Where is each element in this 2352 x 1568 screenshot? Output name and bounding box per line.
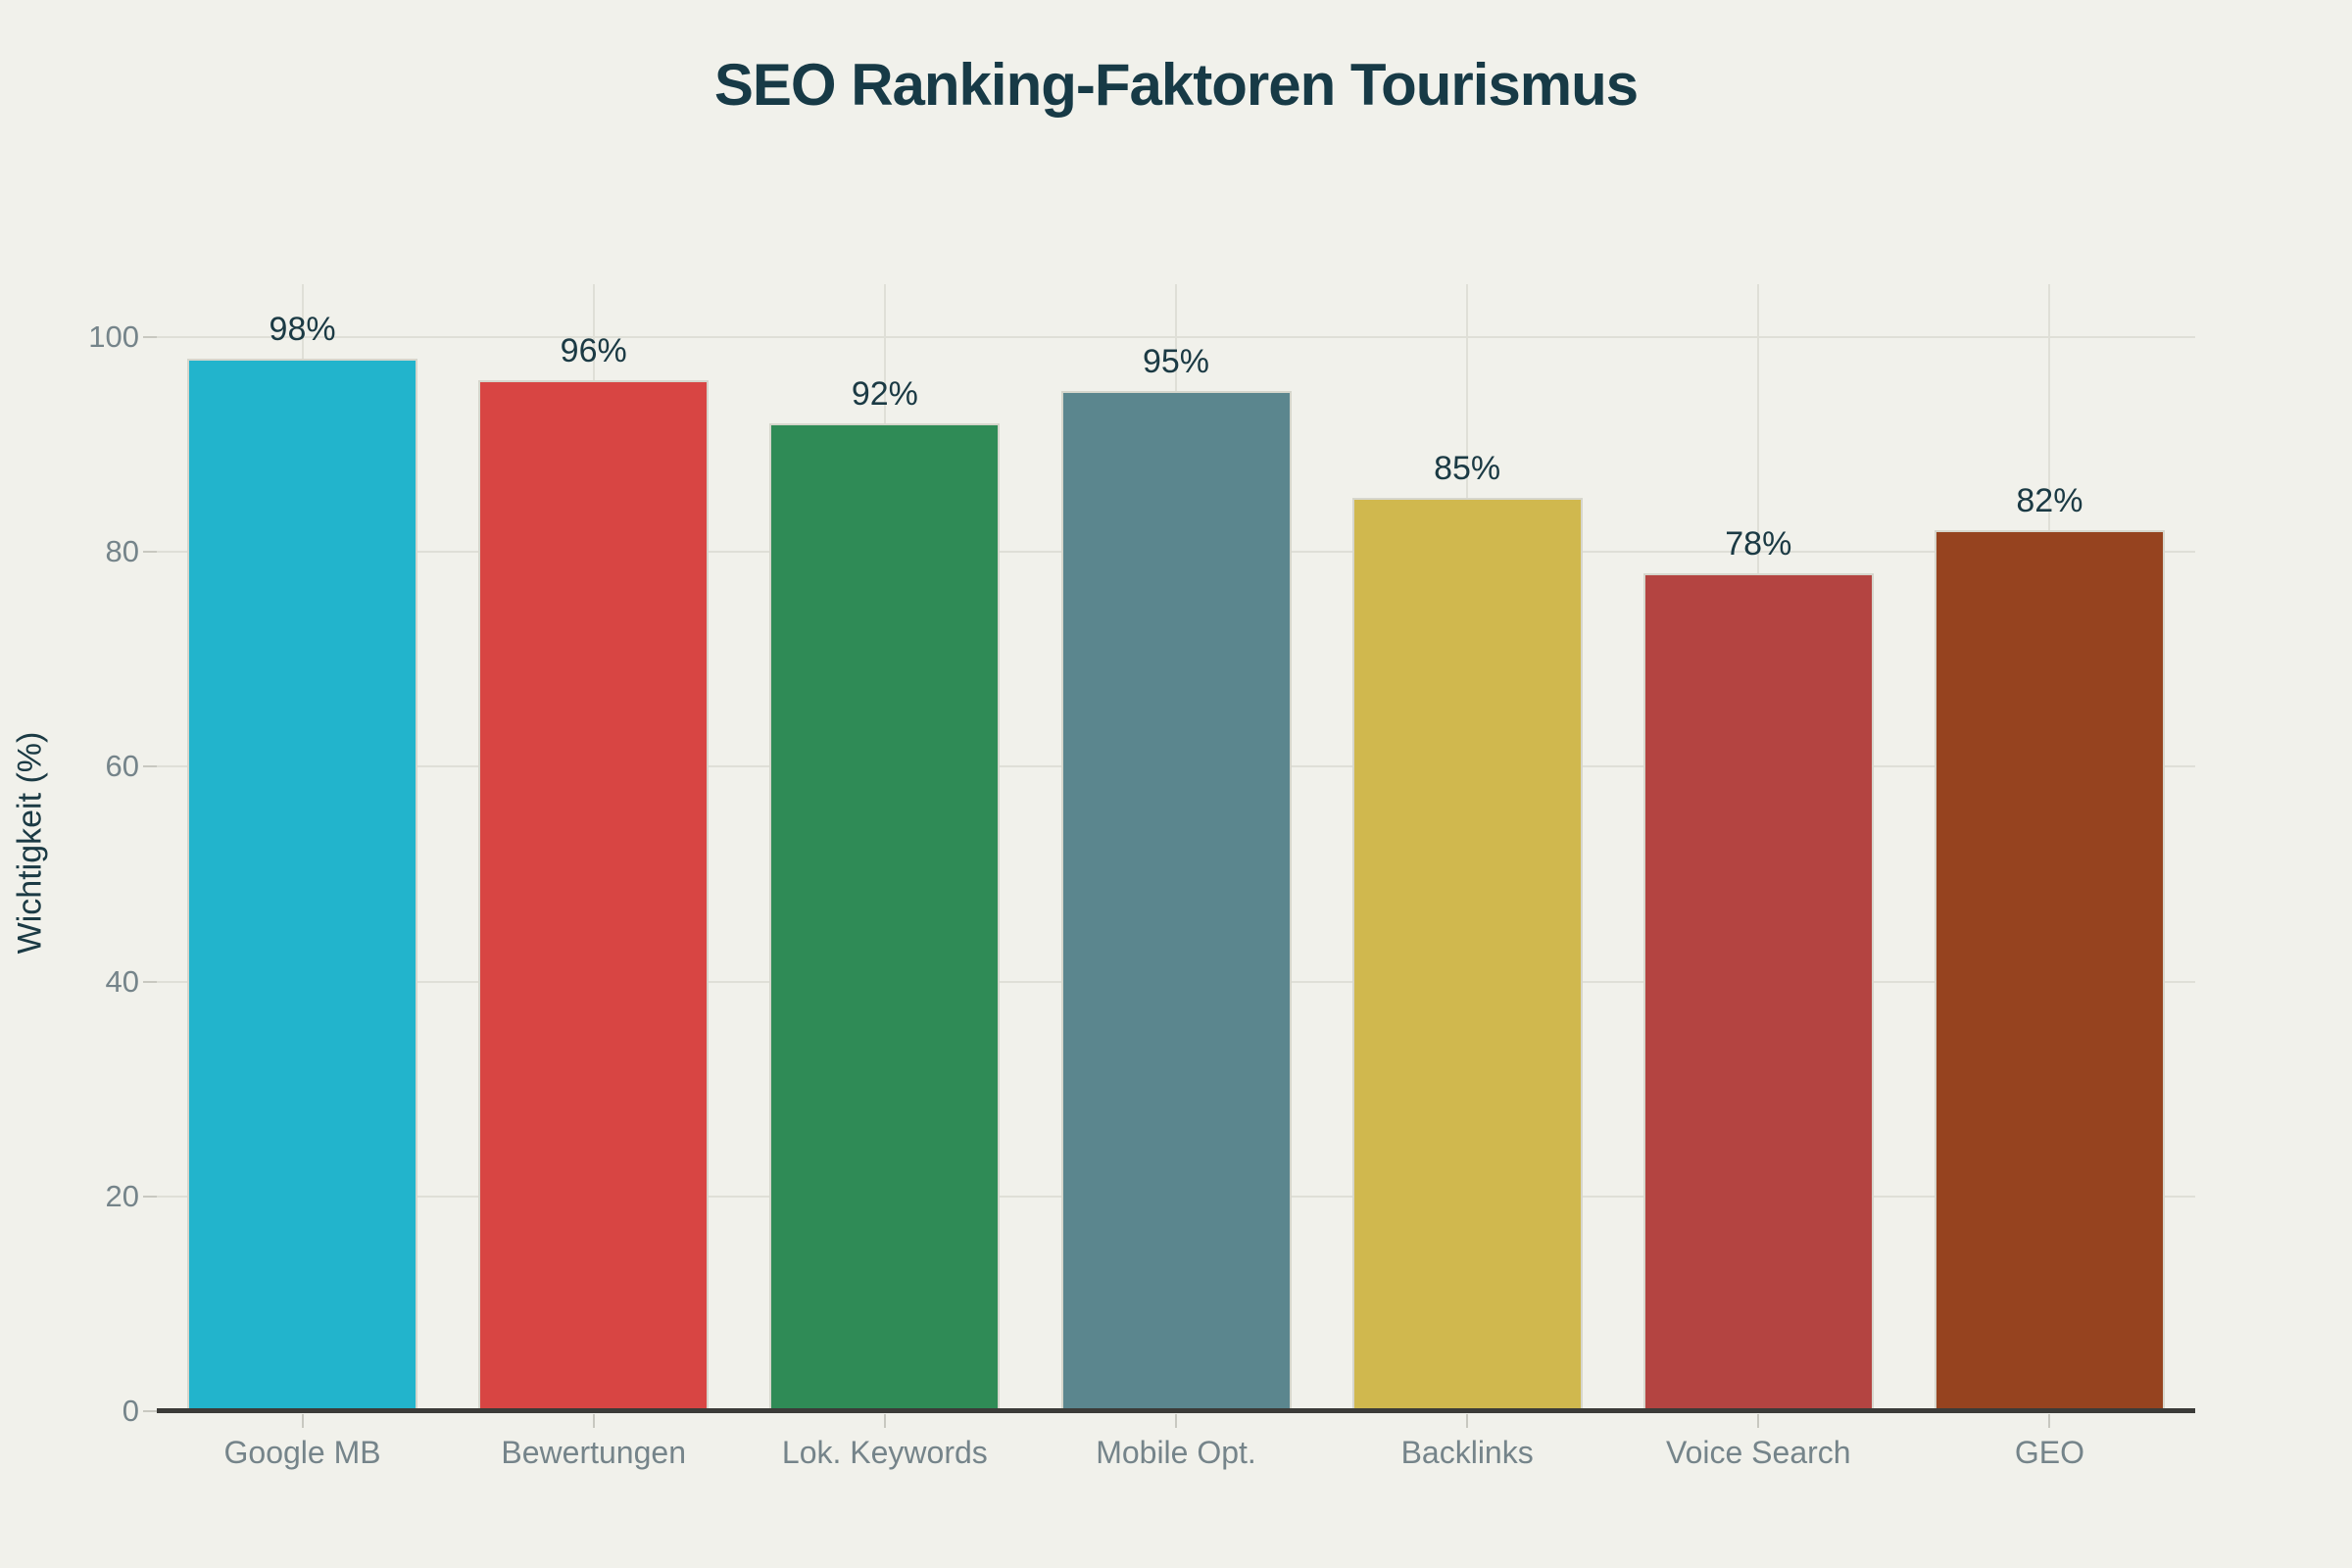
y-tick-mark: [143, 551, 157, 554]
y-tick-mark: [143, 980, 157, 983]
y-tick-mark: [143, 336, 157, 338]
x-category-label: Bewertungen: [501, 1435, 686, 1470]
bar-value-label: 98%: [269, 310, 336, 348]
bar-value-label: 96%: [560, 331, 627, 369]
x-category-label: Mobile Opt.: [1096, 1435, 1256, 1470]
x-category-label: Google MB: [223, 1435, 381, 1470]
x-tick-mark: [1175, 1414, 1177, 1428]
x-tick-mark: [592, 1414, 595, 1428]
x-tick-mark: [883, 1414, 886, 1428]
x-category-label: Voice Search: [1666, 1435, 1851, 1470]
bar-value-label: 78%: [1725, 525, 1792, 564]
x-tick-mark: [2048, 1414, 2051, 1428]
y-tick-label: 60: [105, 749, 139, 784]
bar: [1642, 573, 1874, 1411]
bar: [1351, 498, 1583, 1411]
y-tick-label: 20: [105, 1178, 139, 1213]
x-axis-line: [157, 1408, 2195, 1413]
bar: [1060, 390, 1292, 1411]
x-category-label: GEO: [2014, 1435, 2084, 1470]
y-tick-label: 80: [105, 534, 139, 569]
bar: [1934, 530, 2165, 1411]
bar: [478, 379, 710, 1411]
x-tick-mark: [1757, 1414, 1760, 1428]
y-tick-label: 100: [88, 319, 139, 354]
y-tick-mark: [143, 1195, 157, 1198]
bar-value-label: 92%: [851, 374, 918, 413]
bar-value-label: 95%: [1142, 342, 1210, 380]
y-tick-label: 0: [122, 1394, 139, 1428]
y-tick-label: 40: [105, 963, 139, 999]
bar: [769, 422, 1001, 1411]
x-category-label: Backlinks: [1400, 1435, 1534, 1470]
x-category-label: Lok. Keywords: [781, 1435, 988, 1470]
bar: [187, 358, 418, 1411]
chart-title: SEO Ranking-Faktoren Tourismus: [713, 52, 1639, 118]
y-tick-mark: [143, 765, 157, 768]
x-tick-mark: [301, 1414, 304, 1428]
bar-value-label: 82%: [2016, 482, 2083, 520]
bar-value-label: 85%: [1434, 450, 1501, 488]
x-tick-mark: [1466, 1414, 1469, 1428]
y-tick-mark: [143, 1410, 157, 1412]
